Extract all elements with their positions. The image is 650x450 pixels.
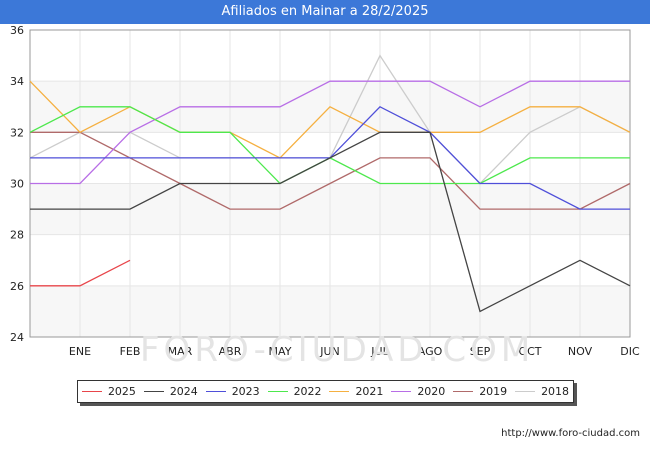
series-lines — [29, 54, 631, 313]
legend-swatch — [81, 391, 102, 392]
y-tick-30: 30 — [10, 178, 24, 191]
legend-item-2020: 2020 — [391, 385, 445, 398]
x-axis-ticks: ENE FEB MAR ABR MAY JUN JUL AGO SEP OCT NOV DIC — [69, 345, 640, 358]
chart-title: Afiliados en Mainar a 28/2/2025 — [0, 0, 650, 24]
legend-label: 2019 — [479, 385, 508, 398]
legend-swatch — [391, 391, 412, 392]
legend-item-2019: 2019 — [453, 385, 507, 398]
legend-label: 2020 — [417, 385, 446, 398]
y-tick-28: 28 — [10, 229, 24, 242]
x-tick-OCT: OCT — [518, 345, 541, 358]
x-tick-JUN: JUN — [319, 345, 340, 358]
x-tick-FEB: FEB — [120, 345, 141, 358]
series-line-2020 — [30, 80, 630, 185]
legend-swatch — [205, 391, 226, 392]
legend: 2025 2024 2023 2022 2021 2020 2019 2018 — [77, 380, 574, 403]
x-tick-JUL: JUL — [370, 345, 389, 358]
x-tick-SEP: SEP — [470, 345, 491, 358]
legend-item-2021: 2021 — [329, 385, 383, 398]
legend-swatch — [515, 391, 536, 392]
legend-swatch — [143, 391, 164, 392]
legend-swatch — [329, 391, 350, 392]
legend-item-2023: 2023 — [205, 385, 260, 398]
series-line-2024 — [30, 131, 631, 313]
legend-item-2024: 2024 — [143, 385, 198, 398]
legend-label: 2018 — [541, 385, 570, 398]
legend-item-2025: 2025 — [81, 385, 136, 398]
series-line-2025 — [30, 259, 131, 287]
x-tick-NOV: NOV — [568, 345, 593, 358]
x-tick-ABR: ABR — [219, 345, 242, 358]
y-axis-ticks: 24 26 28 30 32 34 36 — [10, 24, 24, 344]
legend-label: 2024 — [169, 385, 198, 398]
x-tick-ENE: ENE — [69, 345, 91, 358]
legend-label: 2023 — [231, 385, 260, 398]
legend-item-2018: 2018 — [515, 385, 569, 398]
legend-item-2022: 2022 — [267, 385, 322, 398]
x-tick-MAR: MAR — [168, 345, 193, 358]
x-tick-AGO: AGO — [418, 345, 443, 358]
y-tick-24: 24 — [10, 331, 24, 344]
y-tick-26: 26 — [10, 280, 24, 293]
x-tick-MAY: MAY — [269, 345, 292, 358]
legend-label: 2022 — [293, 385, 322, 398]
source-url: http://www.foro-ciudad.com — [501, 428, 640, 439]
x-tick-DIC: DIC — [620, 345, 640, 358]
legend-swatch — [453, 391, 474, 392]
watermark: FORO-CIUDAD.COM — [140, 330, 535, 370]
legend-label: 2025 — [107, 385, 136, 398]
y-tick-34: 34 — [10, 75, 24, 88]
y-tick-36: 36 — [10, 24, 24, 37]
legend-swatch — [267, 391, 288, 392]
legend-label: 2021 — [355, 385, 384, 398]
y-tick-32: 32 — [10, 126, 24, 139]
